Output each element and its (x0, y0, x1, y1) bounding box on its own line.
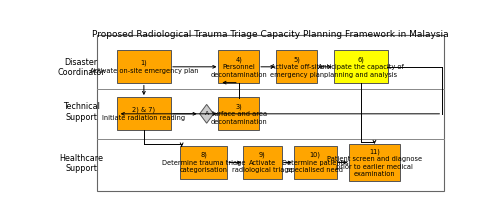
FancyBboxPatch shape (116, 50, 171, 83)
Text: 1)
Activate on-site emergency plan: 1) Activate on-site emergency plan (90, 60, 198, 74)
FancyBboxPatch shape (294, 146, 337, 179)
FancyBboxPatch shape (276, 50, 318, 83)
FancyBboxPatch shape (349, 144, 400, 181)
Text: 2) & 7)
Initiate radiation reading: 2) & 7) Initiate radiation reading (102, 107, 186, 121)
Text: 5)
Activate off-site
emergency plan: 5) Activate off-site emergency plan (270, 56, 324, 77)
Text: Proposed Radiological Trauma Triage Capacity Planning Framework in Malaysia: Proposed Radiological Trauma Triage Capa… (92, 30, 448, 39)
FancyBboxPatch shape (116, 97, 171, 130)
FancyBboxPatch shape (334, 50, 388, 83)
Text: 8)
Determine trauma triage
categorisation: 8) Determine trauma triage categorisatio… (162, 152, 246, 173)
FancyBboxPatch shape (98, 35, 444, 191)
Text: 6)
Anticipate the capacity of
planning and analysis: 6) Anticipate the capacity of planning a… (318, 56, 404, 77)
Text: A: A (204, 111, 209, 116)
Text: Healthcare
Support: Healthcare Support (59, 154, 103, 173)
Text: 9)
Activate
radiological triage: 9) Activate radiological triage (232, 152, 293, 173)
Text: 10)
Determine patient's
specialised need: 10) Determine patient's specialised need (282, 152, 348, 173)
Text: 3)
Surface and area
decontamination: 3) Surface and area decontamination (210, 103, 268, 125)
FancyBboxPatch shape (218, 50, 260, 83)
Text: 4)
Personnel
decontamination: 4) Personnel decontamination (210, 56, 267, 77)
FancyBboxPatch shape (180, 146, 228, 179)
Polygon shape (200, 104, 213, 123)
Text: 11)
Patient screen and diagnose
prior to earlier medical
examination: 11) Patient screen and diagnose prior to… (327, 148, 422, 177)
FancyBboxPatch shape (243, 146, 282, 179)
Text: Technical
Support: Technical Support (62, 102, 100, 122)
FancyBboxPatch shape (218, 97, 260, 130)
Text: Disaster
Coordinator: Disaster Coordinator (57, 58, 105, 77)
